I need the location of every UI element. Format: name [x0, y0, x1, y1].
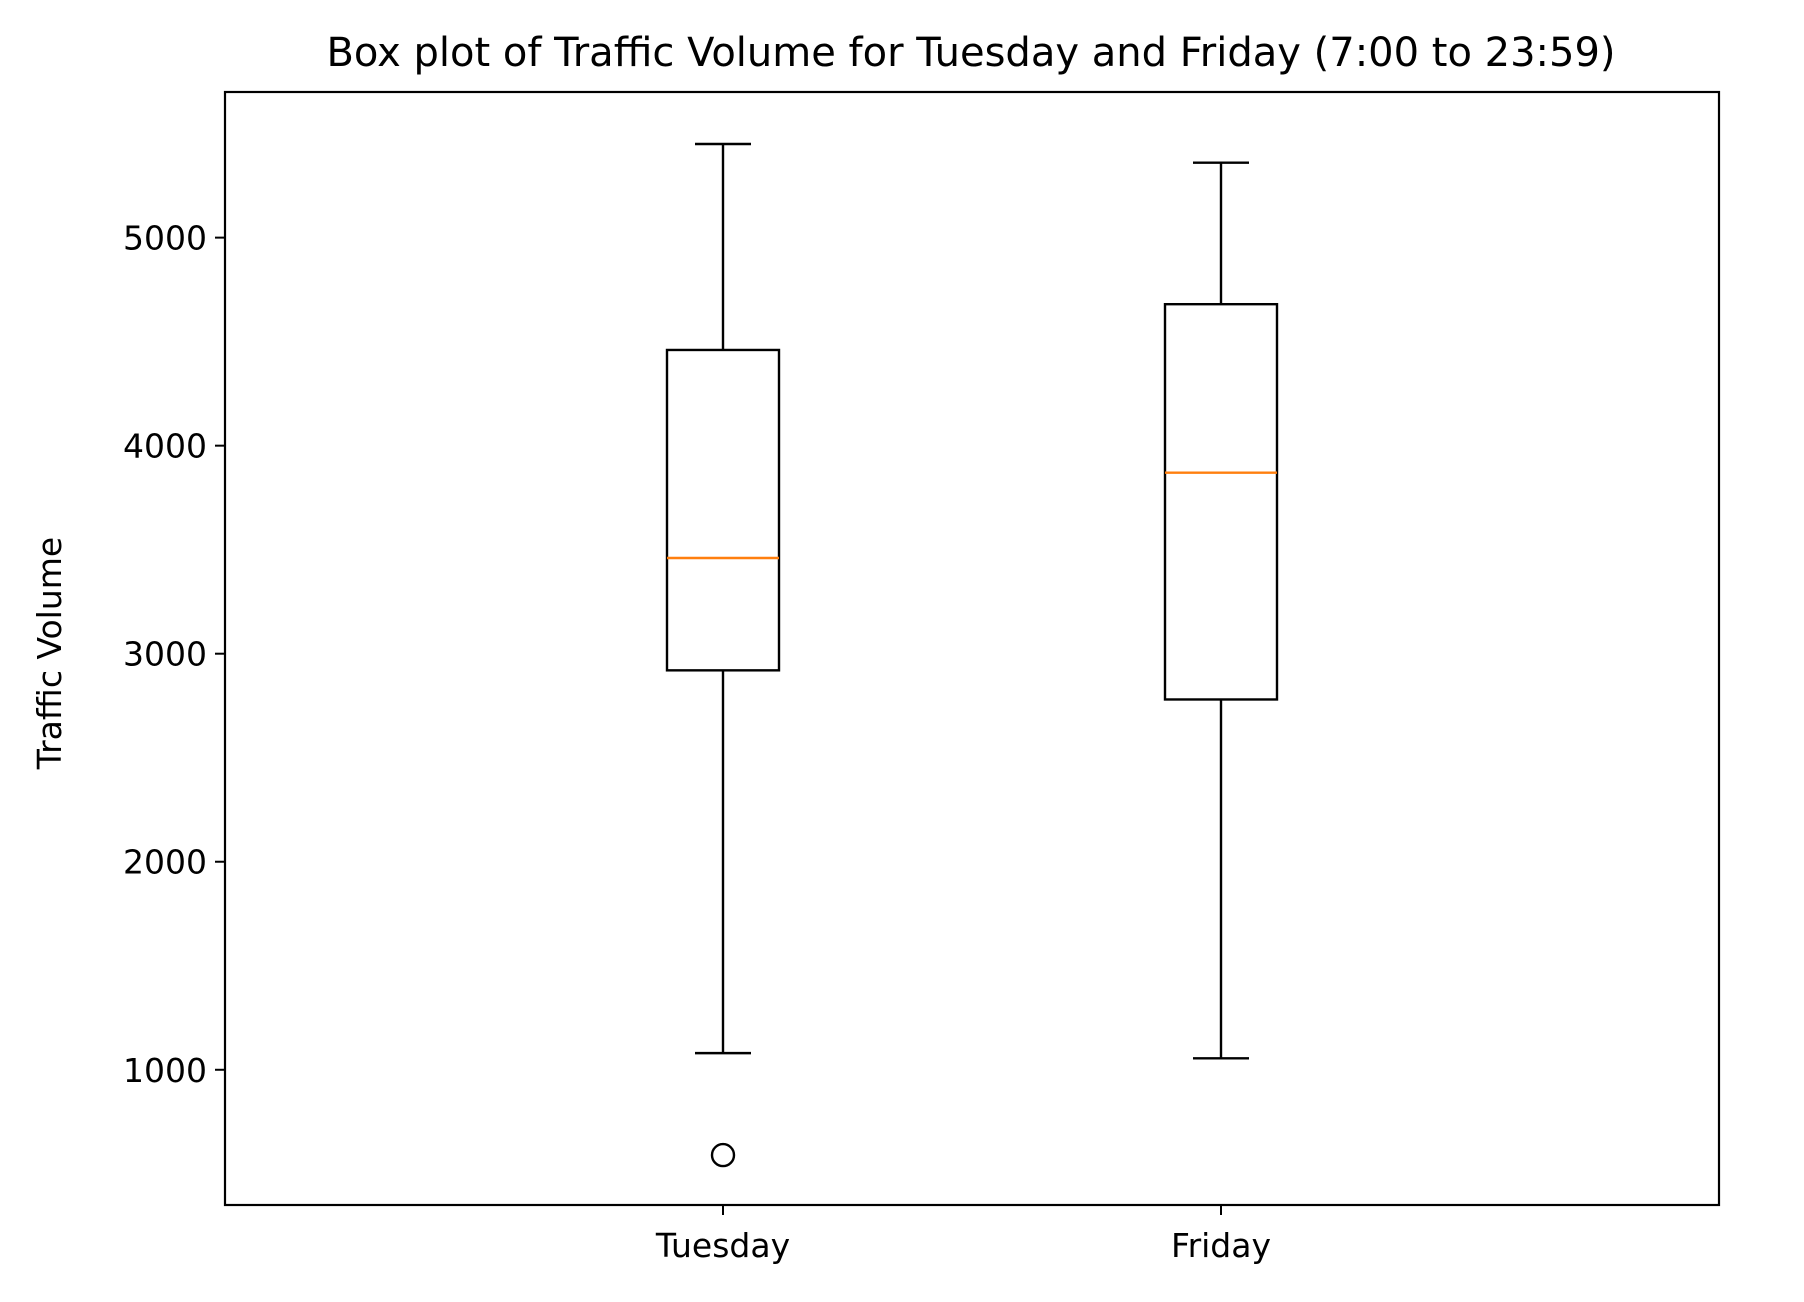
box-iqr	[665, 348, 781, 672]
y-tick-label: 3000	[123, 635, 207, 674]
plot-content: 1000 2000 3000 4000 5000 Tuesday Friday	[123, 142, 1279, 1265]
chart-title: Box plot of Traffic Volume for Tuesday a…	[326, 30, 1615, 76]
y-tick-label: 1000	[123, 1051, 207, 1090]
y-axis-label: Traffic Volume	[30, 537, 69, 770]
plot-area-frame	[223, 90, 1721, 1207]
x-tick-label: Friday	[1171, 1226, 1271, 1265]
box-iqr	[1163, 302, 1279, 701]
y-tick-label: 2000	[123, 843, 207, 882]
outlier-point	[710, 1142, 736, 1168]
y-tick-label: 4000	[123, 427, 207, 466]
y-tick-label: 5000	[123, 219, 207, 258]
x-tick-label: Tuesday	[655, 1226, 790, 1265]
